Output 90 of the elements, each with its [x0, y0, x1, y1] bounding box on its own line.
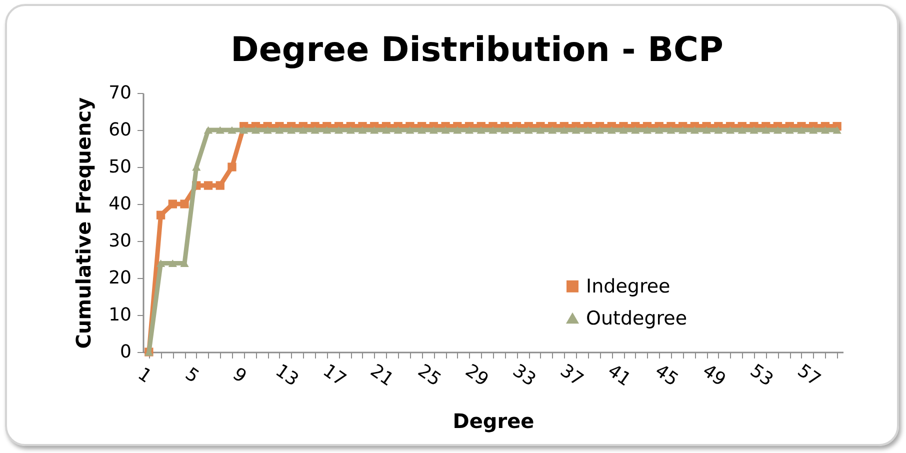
point: [358, 126, 367, 134]
point: [204, 126, 213, 134]
point: [678, 126, 688, 134]
point: [500, 126, 510, 134]
point: [429, 126, 438, 134]
x-tick-label: 49: [698, 360, 730, 391]
x-tick-label: 1: [134, 364, 156, 388]
point: [464, 126, 474, 134]
point: [560, 126, 569, 134]
point: [322, 126, 332, 134]
point: [417, 126, 426, 134]
x-tick-label: 45: [651, 360, 682, 391]
y-tick-label: 40: [108, 194, 132, 214]
point: [714, 126, 723, 134]
x-tick-label: 5: [181, 364, 203, 388]
point: [524, 126, 533, 134]
chart-title: Degree Distribution - BCP: [230, 30, 724, 70]
point: [334, 126, 344, 134]
legend-label: Outdegree: [586, 307, 688, 330]
point: [216, 181, 224, 190]
point: [286, 126, 296, 134]
point: [642, 126, 652, 134]
point: [406, 126, 414, 134]
point: [738, 126, 746, 134]
point: [631, 126, 640, 134]
point: [666, 126, 676, 134]
point: [156, 210, 166, 220]
point: [168, 200, 177, 208]
point: [750, 126, 758, 134]
x-tick-label: 53: [746, 360, 777, 391]
point: [690, 126, 700, 134]
point: [346, 126, 355, 134]
point: [168, 259, 177, 267]
point: [370, 126, 379, 134]
point: [298, 126, 308, 134]
point: [762, 126, 770, 134]
y-tick-label: 50: [108, 156, 132, 178]
x-axis-title: Degree: [452, 408, 534, 433]
y-tick-label: 10: [108, 304, 132, 326]
point: [228, 162, 236, 172]
legend-label: Indegree: [586, 275, 670, 298]
point: [204, 181, 213, 190]
point: [797, 126, 806, 134]
point: [832, 126, 842, 134]
point: [654, 126, 664, 134]
point: [512, 126, 522, 134]
y-tick-label: 60: [108, 120, 132, 140]
point: [488, 126, 498, 134]
point: [310, 126, 320, 134]
y-tick-label: 70: [108, 82, 132, 104]
y-axis-title: Cumulative Frequency: [72, 97, 96, 349]
point: [156, 259, 166, 267]
point: [216, 126, 224, 134]
point: [726, 126, 735, 134]
y-tick-label: 0: [120, 342, 132, 362]
x-tick-label: 13: [272, 360, 302, 391]
x-tick-label: 37: [556, 360, 588, 391]
point: [251, 126, 260, 134]
y-tick-label: 30: [108, 230, 132, 252]
point: [263, 126, 272, 134]
x-tick-label: 41: [604, 360, 635, 391]
point: [441, 126, 450, 134]
point: [548, 126, 557, 134]
point: [619, 126, 628, 134]
point: [572, 126, 580, 134]
point: [820, 126, 830, 134]
point: [228, 126, 236, 134]
point: [180, 200, 189, 208]
point: [476, 126, 486, 134]
x-tick-label: 17: [318, 360, 350, 391]
point: [394, 126, 402, 134]
point: [240, 126, 248, 134]
point: [584, 126, 592, 134]
point: [785, 126, 794, 134]
point: [607, 126, 616, 134]
point: [536, 126, 545, 134]
x-tick-label: 21: [366, 360, 398, 391]
point: [702, 126, 711, 134]
point: [453, 126, 462, 134]
point: [809, 126, 818, 134]
point: [382, 126, 391, 134]
x-tick-label: 9: [228, 364, 250, 388]
point: [275, 126, 284, 134]
x-tick-label: 33: [508, 360, 540, 391]
x-tick-label: 29: [461, 360, 492, 391]
x-tick-label: 57: [794, 360, 824, 391]
point: [595, 126, 604, 134]
y-tick-label: 20: [108, 268, 132, 288]
x-tick-label: 25: [414, 360, 445, 391]
point: [773, 126, 782, 134]
